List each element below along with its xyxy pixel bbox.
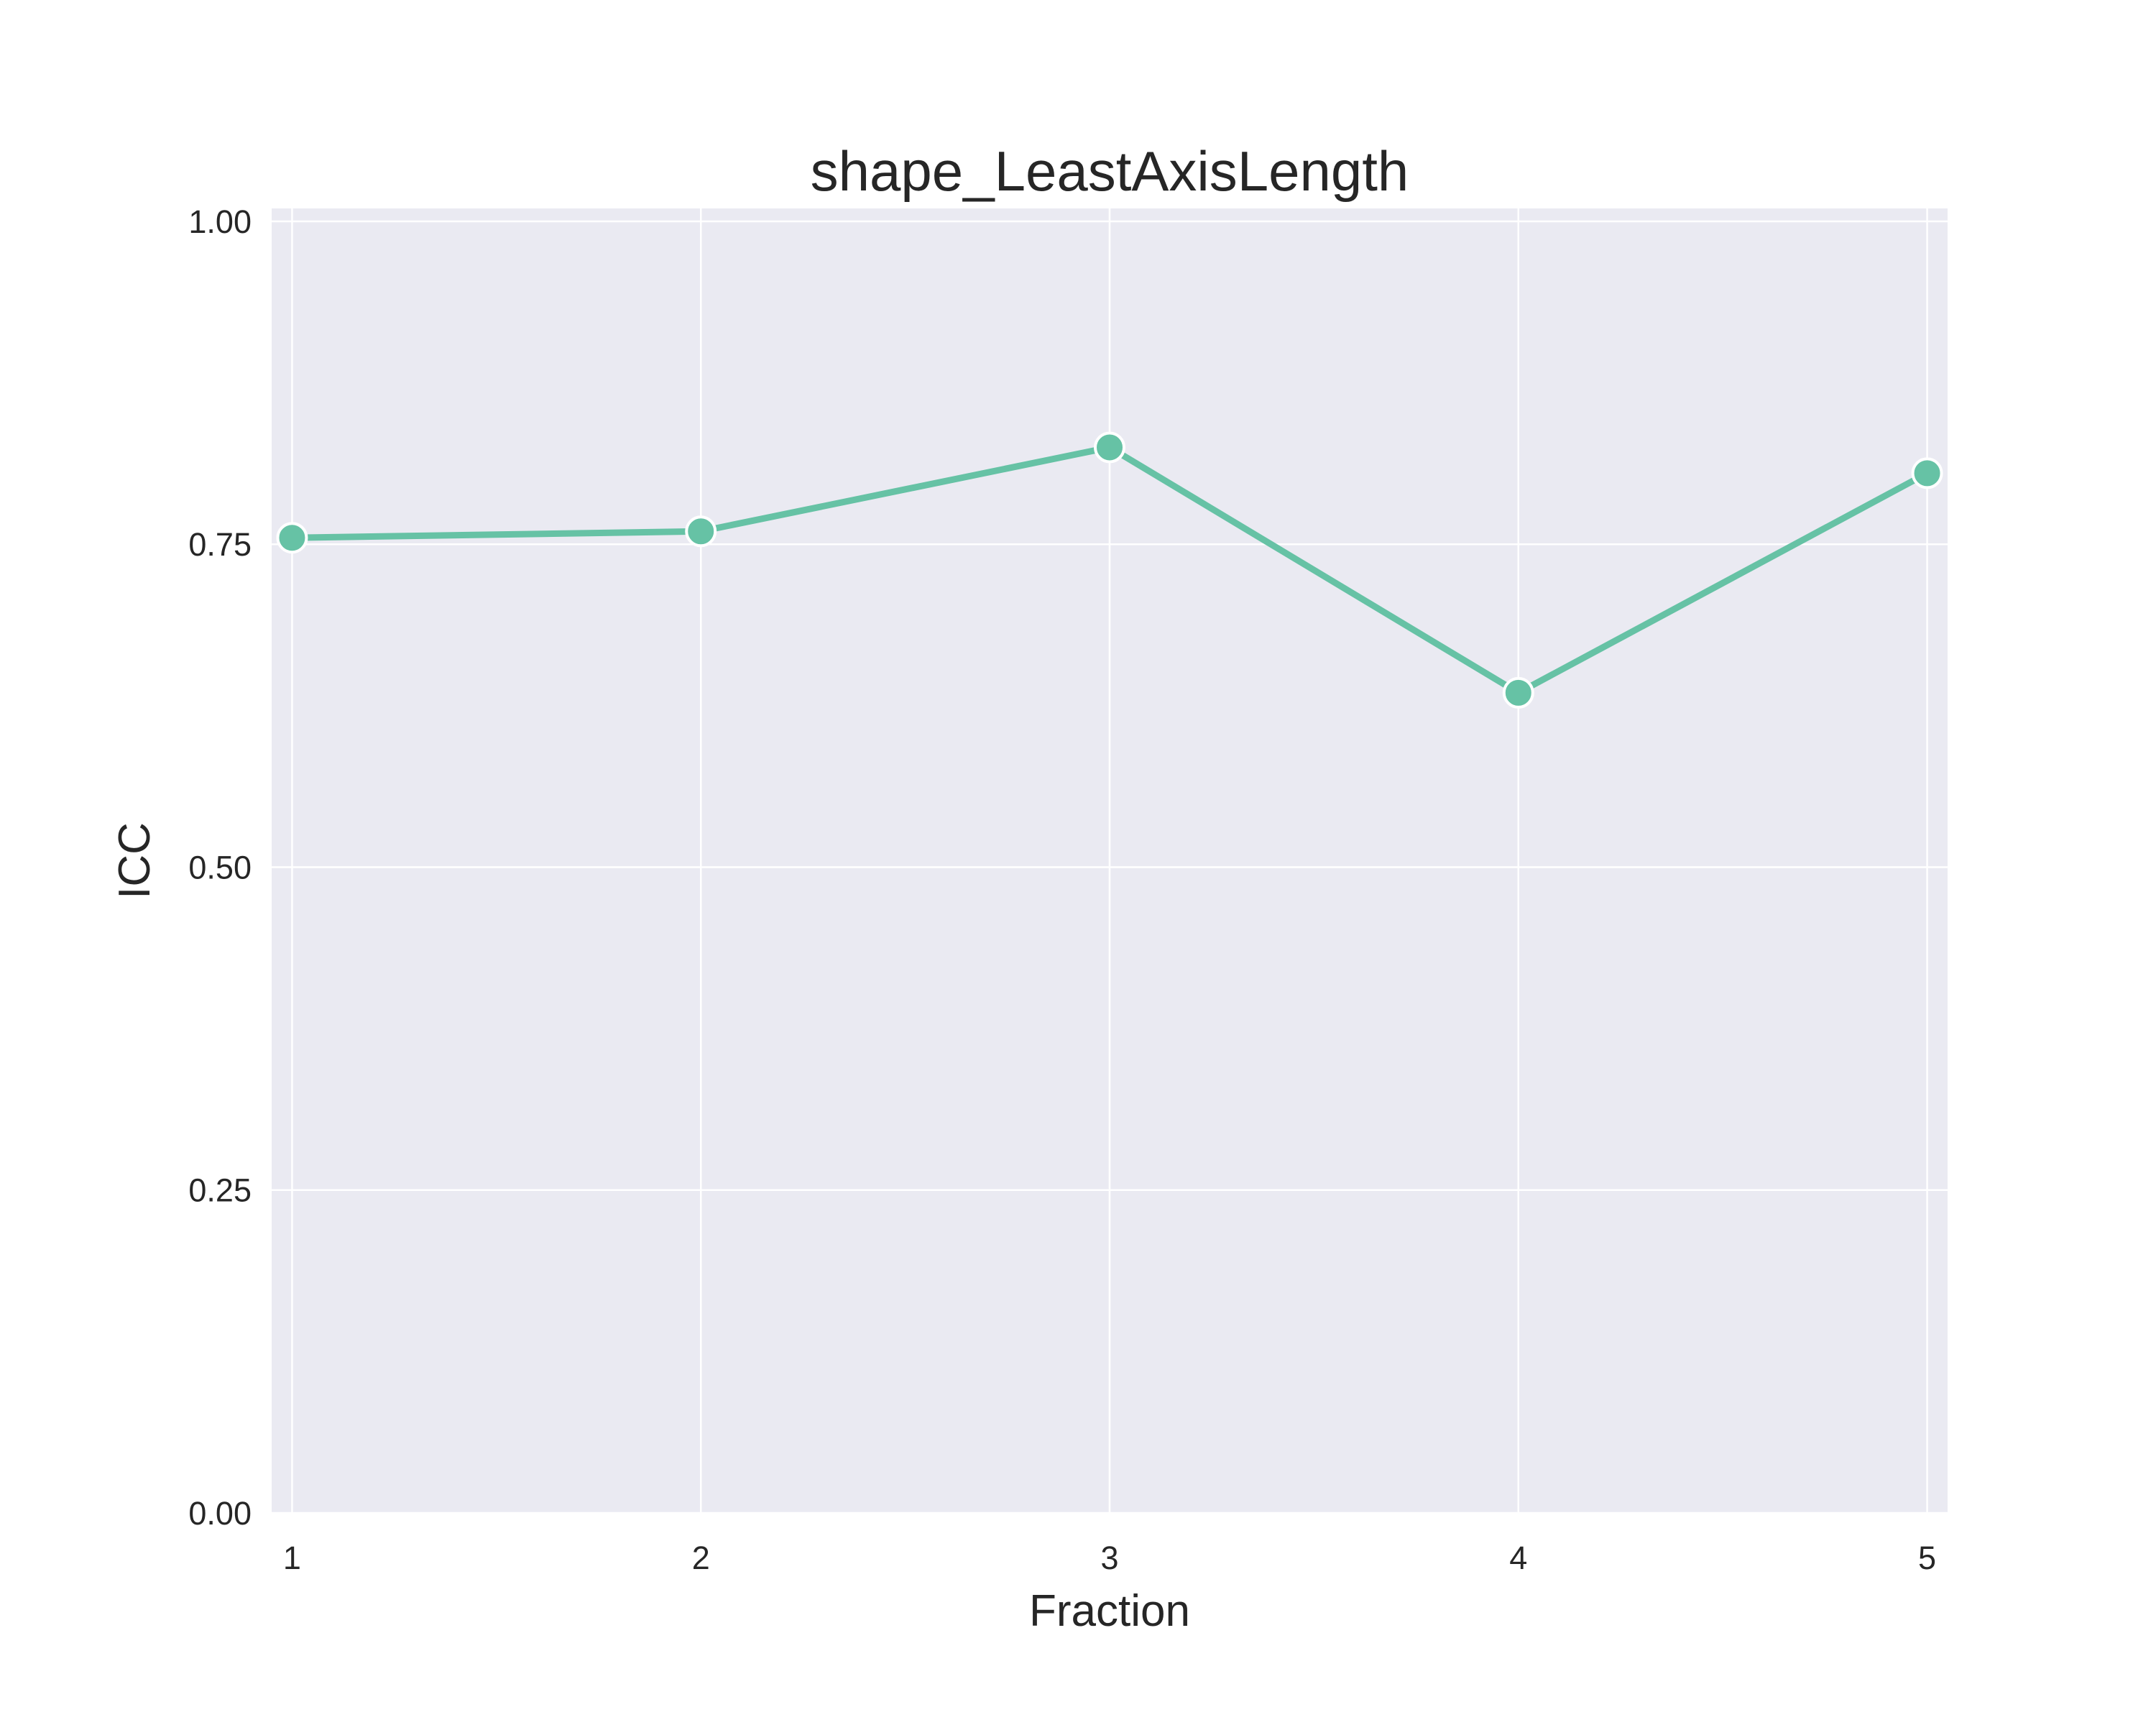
y-axis-label: ICC <box>110 822 160 899</box>
x-tick-label: 2 <box>692 1540 710 1576</box>
data-point <box>1502 676 1534 709</box>
data-point <box>685 515 717 548</box>
y-tick-label: 1.00 <box>188 203 252 240</box>
x-tick-label: 5 <box>1918 1540 1936 1576</box>
x-axis-label: Fraction <box>1029 1586 1190 1636</box>
tick-labels: 1 2 3 4 5 0.00 0.25 0.50 0.75 1.00 <box>188 203 1936 1576</box>
chart-title: shape_LeastAxisLength <box>811 139 1409 203</box>
x-tick-label: 4 <box>1509 1540 1527 1576</box>
y-tick-label: 0.50 <box>188 849 252 886</box>
data-point <box>276 522 308 554</box>
y-tick-label: 0.75 <box>188 526 252 563</box>
y-tick-label: 0.25 <box>188 1172 252 1209</box>
x-tick-label: 1 <box>283 1540 301 1576</box>
y-tick-label: 0.00 <box>188 1495 252 1532</box>
grid-lines <box>272 208 1948 1514</box>
data-point <box>1911 457 1943 489</box>
data-series <box>276 431 1943 709</box>
data-point <box>1094 431 1125 464</box>
x-tick-label: 3 <box>1100 1540 1118 1576</box>
